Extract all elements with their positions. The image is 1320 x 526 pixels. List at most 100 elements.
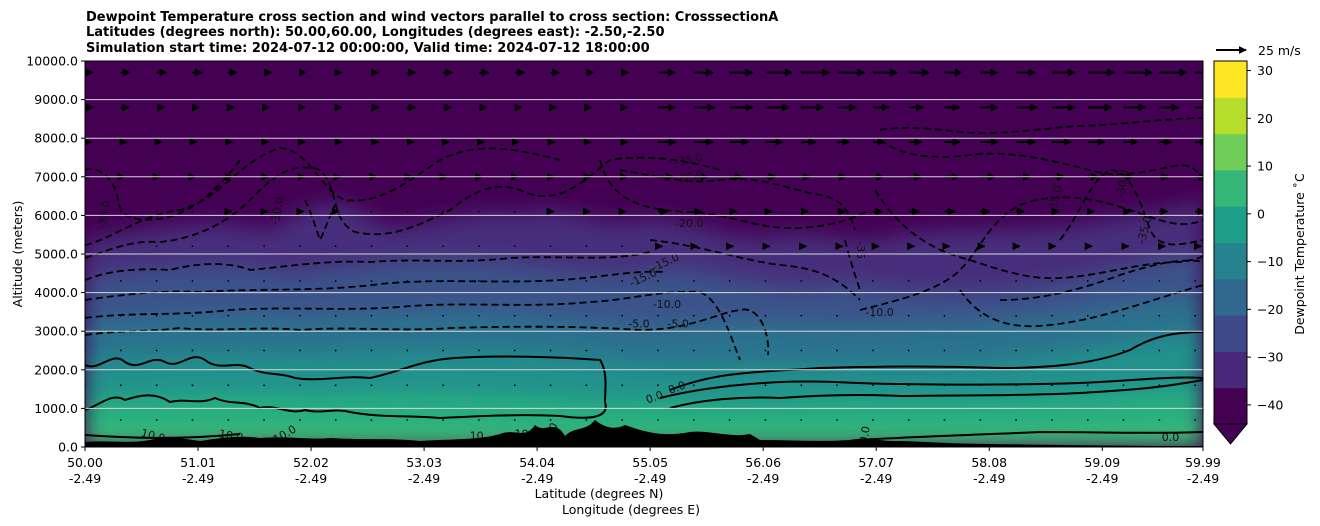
contour-label: 0.0 (666, 379, 687, 397)
wind-vector (728, 280, 731, 282)
wind-vector (191, 419, 194, 421)
contour-line (85, 308, 770, 356)
x-tick-label-lon: -2.49 (408, 471, 440, 486)
wind-vector (1122, 314, 1125, 317)
wind-vector (119, 314, 122, 317)
wind-vector (764, 280, 767, 282)
wind-vector (478, 210, 480, 213)
wind-vector (406, 419, 409, 421)
x-tick-label-lon: -2.49 (634, 471, 666, 486)
wind-vector (943, 280, 946, 282)
y-tick-label: 7000.0 (34, 169, 78, 184)
wind-vector (1194, 384, 1197, 387)
wind-vector (728, 419, 731, 421)
y-axis: 0.0 1000.0 2000.0 3000.0 4000.0 5000.0 6000.0 7… (26, 54, 85, 455)
wind-vector (871, 419, 874, 421)
wind-vector (871, 349, 874, 352)
y-tick-label: 4000.0 (34, 285, 78, 300)
colorbar-band (1214, 206, 1247, 243)
contour-line (619, 169, 856, 231)
wind-vector (836, 314, 838, 317)
wind-vector (155, 280, 158, 282)
wind-vector (155, 314, 158, 317)
wind-vector (728, 314, 731, 317)
x-tick-label-lat: 59.09 (1084, 455, 1120, 470)
x-tick-label-lat: 53.03 (406, 455, 442, 470)
colorbar-tick-label: 10 (1257, 159, 1273, 174)
wind-vector (1015, 384, 1018, 387)
contour-lines (85, 331, 1203, 441)
wind-vector (442, 280, 445, 282)
wind-vector (370, 384, 373, 387)
contour-line (85, 251, 651, 281)
wind-vector (191, 314, 194, 317)
wind-vector (1194, 280, 1197, 282)
wind-vector (191, 384, 194, 387)
wind-vector (800, 419, 803, 421)
wind-vector (119, 384, 122, 387)
wind-vector (370, 419, 373, 421)
wind-vector (657, 314, 659, 317)
wind-vector (513, 384, 516, 387)
contour-label: -20.0 (675, 217, 703, 230)
wind-vector (836, 349, 838, 352)
wind-vector (1158, 384, 1161, 387)
wind-vector (442, 314, 445, 317)
contour-line (599, 159, 871, 230)
colorbar-frame (1213, 60, 1248, 425)
colorbar-tick-label: −20 (1257, 302, 1283, 317)
wind-vector (513, 419, 516, 421)
wind-vector (478, 419, 480, 421)
x-tick-label-lat: 55.05 (632, 455, 668, 470)
wind-vector (191, 349, 194, 352)
wind-vector (1158, 419, 1161, 421)
y-axis-label: Altitude (meters) (10, 201, 25, 308)
wind-vector (334, 349, 337, 352)
wind-vector (370, 245, 373, 248)
wind-vector (406, 349, 409, 352)
y-tick-label: 3000.0 (34, 324, 78, 339)
wind-vector (513, 245, 516, 248)
wind-vector (119, 210, 122, 213)
y-tick-label: 6000.0 (34, 208, 78, 223)
chart-title-line-3: Simulation start time: 2024-07-12 00:00:… (86, 41, 650, 56)
wind-vector (979, 419, 982, 421)
contour-label: -5.0 (628, 317, 649, 330)
wind-vector (549, 314, 552, 317)
wind-vector (191, 245, 194, 248)
wind-vector (728, 384, 731, 387)
wind-vector (1051, 419, 1053, 421)
wind-vector (298, 245, 301, 248)
wind-vector (1086, 349, 1089, 352)
wind-vector (1015, 314, 1018, 317)
wind-vector (979, 280, 982, 282)
contour-line (85, 147, 561, 246)
chart-title-line-1: Dewpoint Temperature cross section and w… (86, 10, 778, 25)
wind-vector (1086, 384, 1089, 387)
wind-vector (513, 280, 516, 282)
x-tick-label-lat: 58.08 (971, 455, 1007, 470)
wind-vector (334, 384, 337, 387)
contour-line (1059, 169, 1203, 246)
wind-vector (657, 349, 659, 352)
wind-vector (1086, 314, 1089, 317)
wind-vector (907, 280, 910, 282)
wind-vector (263, 245, 265, 248)
wind-vector (621, 245, 624, 248)
wind-vector (227, 384, 230, 387)
contour-lines-dashed (85, 117, 1203, 361)
wind-vector (692, 280, 695, 282)
x-axis: 50.00-2.4951.01-2.4952.02-2.4953.03-2.49… (67, 447, 1221, 486)
wind-vector (1158, 349, 1161, 352)
colorbar-band (1214, 169, 1247, 207)
wind-vector (191, 210, 194, 213)
y-tick-label: 9000.0 (34, 92, 78, 107)
wind-vector (155, 349, 158, 352)
wind-vector (1051, 314, 1053, 317)
y-tick-label: 0.0 (58, 440, 78, 455)
wind-vector (478, 280, 480, 282)
wind-vector (119, 349, 122, 352)
x-tick-label-lon: -2.49 (860, 471, 892, 486)
wind-vector (334, 245, 337, 248)
